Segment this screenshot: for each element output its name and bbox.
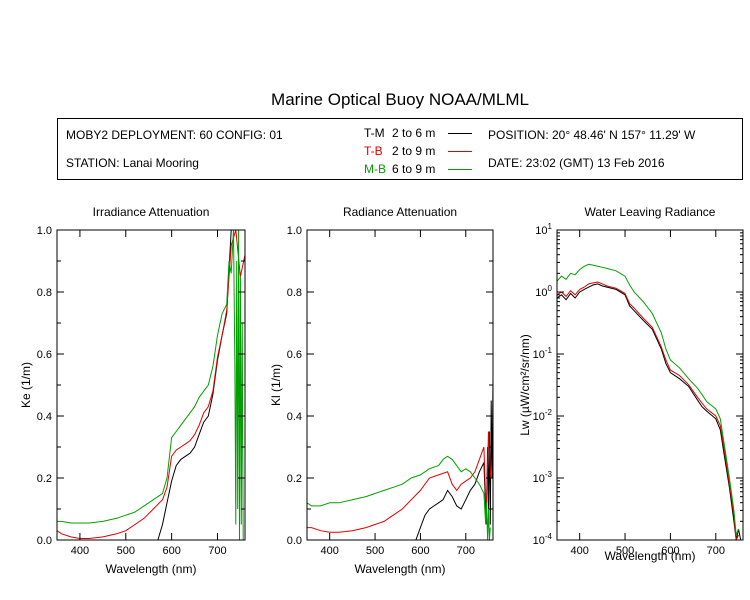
series-line-t-b [557, 281, 739, 540]
position-text: POSITION: 20° 48.46' N 157° 11.29' W [488, 128, 696, 142]
series-line-t-b [307, 431, 492, 533]
legend-line-tb [448, 151, 472, 152]
y-tick-label: 0.2 [287, 473, 302, 485]
deployment-text: MOBY2 DEPLOYMENT: 60 CONFIG: 01 [66, 128, 283, 142]
plot-frame [306, 229, 494, 541]
legend-range-tb: 2 to 9 m [392, 144, 436, 158]
x-tick-label: 400 [71, 545, 89, 557]
x-axis-label: Wavelength (nm) [106, 562, 197, 576]
series-line-t-m [557, 283, 742, 540]
y-tick-label: 10-1 [533, 346, 553, 361]
legend-range-tm: 2 to 6 m [392, 126, 436, 140]
series-line-m-b [57, 230, 244, 540]
y-axis-label: Kl (1/m) [269, 364, 283, 406]
series-line-t-m [157, 230, 232, 540]
plot-frame [56, 229, 246, 541]
legend-name-tb: T-B [364, 144, 383, 158]
x-axis-label: Wavelength (nm) [605, 549, 696, 563]
y-tick-label: 0.0 [37, 535, 52, 547]
y-tick-label: 1.0 [287, 225, 302, 237]
station-text: STATION: Lanai Mooring [66, 156, 199, 170]
x-tick-label: 600 [162, 545, 180, 557]
x-tick-label: 400 [321, 545, 339, 557]
series-line-t-m [415, 378, 493, 540]
y-tick-label: 100 [535, 284, 552, 299]
y-tick-label: 0.2 [37, 473, 52, 485]
y-tick-label: 0.6 [37, 349, 52, 361]
series-line-t-b [57, 230, 245, 539]
x-tick-label: 600 [411, 545, 429, 557]
y-tick-label: 0.4 [37, 411, 52, 423]
y-tick-label: 0.0 [287, 535, 302, 547]
x-tick-label: 500 [616, 545, 634, 557]
legend-name-mb: M-B [364, 162, 386, 176]
x-tick-label: 500 [117, 545, 135, 557]
y-axis-label: Ke (1/m) [19, 362, 33, 408]
x-tick-label: 700 [707, 545, 725, 557]
y-tick-label: 0.4 [287, 411, 302, 423]
chart-title: Radiance Attenuation [343, 205, 457, 219]
x-axis-label: Wavelength (nm) [355, 562, 446, 576]
legend-line-tm [448, 133, 472, 134]
info-box: MOBY2 DEPLOYMENT: 60 CONFIG: 01 STATION:… [57, 118, 743, 180]
page-title: Marine Optical Buoy NOAA/MLML [271, 90, 529, 109]
x-tick-label: 500 [366, 545, 384, 557]
x-tick-label: 600 [661, 545, 679, 557]
series-line-m-b [557, 263, 739, 536]
y-tick-label: 0.8 [287, 287, 302, 299]
y-axis-label: Lw (µW/cm²/sr/nm) [518, 334, 532, 436]
y-tick-label: 1.0 [37, 225, 52, 237]
y-tick-label: 10-3 [533, 470, 553, 485]
y-tick-label: 10-4 [533, 532, 553, 547]
y-tick-label: 0.6 [287, 349, 302, 361]
legend-name-tm: T-M [364, 126, 385, 140]
series-line-m-b [307, 455, 491, 540]
date-text: DATE: 23:02 (GMT) 13 Feb 2016 [488, 156, 665, 170]
legend-line-mb [448, 169, 472, 170]
chart-title: Irradiance Attenuation [93, 205, 210, 219]
plot-frame [556, 229, 744, 541]
x-tick-label: 700 [208, 545, 226, 557]
x-tick-label: 400 [571, 545, 589, 557]
y-tick-label: 0.8 [37, 287, 52, 299]
y-tick-label: 10-2 [533, 408, 553, 423]
x-tick-label: 700 [457, 545, 475, 557]
y-tick-label: 101 [535, 222, 552, 237]
legend-range-mb: 6 to 9 m [392, 162, 436, 176]
chart-title: Water Leaving Radiance [585, 205, 716, 219]
